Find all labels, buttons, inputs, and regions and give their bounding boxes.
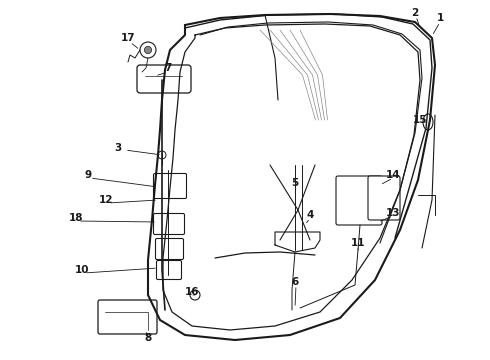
Text: 9: 9 bbox=[84, 170, 92, 180]
Text: 6: 6 bbox=[292, 277, 298, 287]
Text: 15: 15 bbox=[413, 115, 427, 125]
Text: 10: 10 bbox=[75, 265, 89, 275]
Circle shape bbox=[158, 151, 166, 159]
Circle shape bbox=[190, 290, 200, 300]
Text: 14: 14 bbox=[386, 170, 400, 180]
FancyBboxPatch shape bbox=[156, 261, 181, 279]
Text: 5: 5 bbox=[292, 178, 298, 188]
Text: 18: 18 bbox=[69, 213, 83, 223]
Circle shape bbox=[145, 46, 151, 54]
Text: 16: 16 bbox=[185, 287, 199, 297]
Text: 11: 11 bbox=[351, 238, 365, 248]
Circle shape bbox=[140, 42, 156, 58]
FancyBboxPatch shape bbox=[153, 174, 187, 198]
Text: 12: 12 bbox=[99, 195, 113, 205]
Ellipse shape bbox=[423, 114, 433, 130]
Text: 2: 2 bbox=[412, 8, 418, 18]
Text: 17: 17 bbox=[121, 33, 135, 43]
Text: 1: 1 bbox=[437, 13, 443, 23]
FancyBboxPatch shape bbox=[137, 65, 191, 93]
Text: 7: 7 bbox=[164, 63, 171, 73]
FancyBboxPatch shape bbox=[98, 300, 157, 334]
Text: 3: 3 bbox=[114, 143, 122, 153]
FancyBboxPatch shape bbox=[155, 238, 183, 260]
Text: 4: 4 bbox=[306, 210, 314, 220]
FancyBboxPatch shape bbox=[153, 213, 185, 234]
Text: 13: 13 bbox=[386, 208, 400, 218]
FancyBboxPatch shape bbox=[368, 176, 400, 220]
Text: 8: 8 bbox=[145, 333, 151, 343]
FancyBboxPatch shape bbox=[336, 176, 382, 225]
